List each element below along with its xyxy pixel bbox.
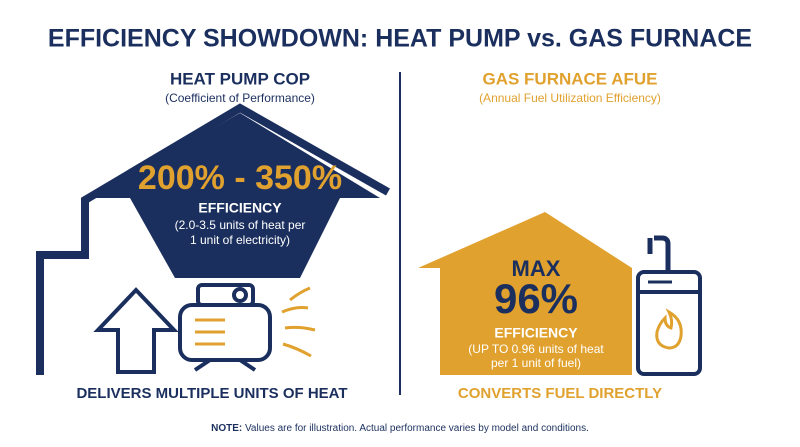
left-detail: 1 unit of electricity) bbox=[190, 233, 290, 247]
right-detail: (UP TO 0.96 units of heat bbox=[468, 342, 604, 356]
note: NOTE: Values are for illustration. Actua… bbox=[211, 423, 589, 434]
left-label: EFFICIENCY bbox=[198, 200, 282, 216]
house-shape bbox=[418, 212, 632, 375]
left-heading: HEAT PUMP COP bbox=[170, 69, 310, 88]
note-text: Values are for illustration. Actual perf… bbox=[245, 423, 589, 434]
right-footer: CONVERTS FUEL DIRECTLY bbox=[458, 385, 662, 402]
heat-waves bbox=[281, 286, 316, 358]
right-prefix: MAX bbox=[512, 256, 561, 281]
left-big-value: 200% - 350% bbox=[138, 159, 342, 197]
right-heading: GAS FURNACE AFUE bbox=[482, 69, 657, 88]
right-detail: per 1 unit of fuel) bbox=[491, 356, 581, 370]
up-arrow-icon bbox=[93, 287, 179, 374]
left-footer: DELIVERS MULTIPLE UNITS OF HEAT bbox=[76, 385, 347, 402]
left-subheading: (Coefficient of Performance) bbox=[165, 91, 315, 105]
title: EFFICIENCY SHOWDOWN: HEAT PUMP vs. GAS F… bbox=[48, 25, 752, 53]
left-detail: (2.0-3.5 units of heat per bbox=[175, 218, 306, 232]
roof-shape bbox=[90, 113, 380, 278]
right-label: EFFICIENCY bbox=[494, 325, 578, 341]
house-outline bbox=[36, 103, 390, 375]
furnace-icon bbox=[636, 235, 702, 376]
right-big-value: 96% bbox=[494, 275, 578, 322]
note-label: NOTE: bbox=[211, 423, 242, 434]
right-subheading: (Annual Fuel Utilization Efficiency) bbox=[479, 91, 661, 105]
compressor-icon bbox=[178, 283, 272, 372]
